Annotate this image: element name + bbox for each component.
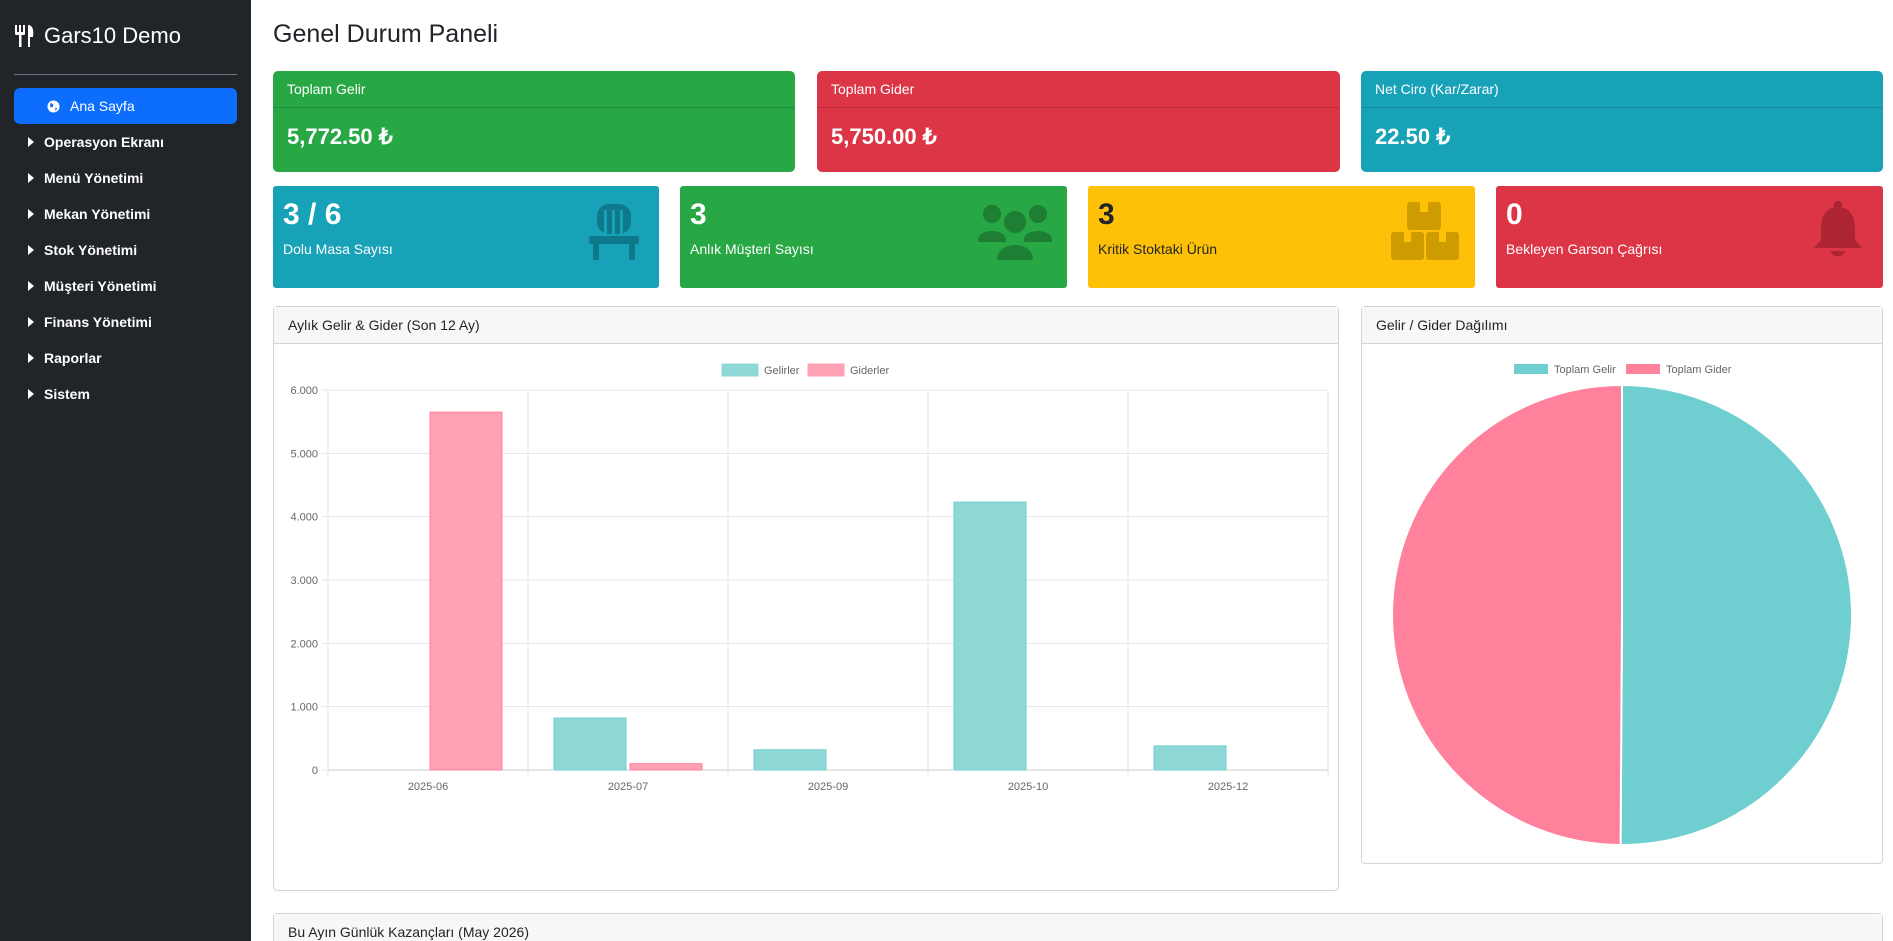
caret-right-icon — [28, 245, 34, 255]
x-tick-label: 2025-07 — [608, 781, 648, 793]
sidebar-item-raporlar[interactable]: Raporlar — [14, 340, 237, 376]
x-tick-label: 2025-06 — [408, 781, 448, 793]
sidebar-divider — [14, 74, 237, 75]
bar-expense — [629, 763, 703, 771]
utensils-icon — [15, 25, 34, 47]
net-card-header: Net Ciro (Kar/Zarar) — [1361, 71, 1883, 108]
legend-label: Giderler — [850, 365, 889, 377]
tables-stat-value: 3 / 6 — [283, 198, 342, 231]
legend-label: Toplam Gelir — [1554, 364, 1616, 376]
sidebar-item-label: Mekan Yönetimi — [44, 206, 151, 222]
sidebar-item-finans[interactable]: Finans Yönetimi — [14, 304, 237, 340]
caret-right-icon — [28, 137, 34, 147]
distribution-pie-chart: Toplam Gelir Toplam Gider — [1390, 364, 1853, 847]
bar-expense — [429, 411, 503, 771]
waiter-stat-label: Bekleyen Garson Çağrısı — [1506, 241, 1663, 257]
caret-right-icon — [28, 389, 34, 399]
legend-swatch — [1626, 364, 1660, 374]
customers-stat-label: Anlık Müşteri Sayısı — [690, 241, 814, 257]
brand-name: Gars10 Demo — [44, 23, 181, 48]
sidebar: Gars10 Demo Ana Sayfa Operasyon Ekranı M… — [0, 0, 251, 941]
income-value: 5,772.50 ₺ — [287, 124, 393, 149]
bell-icon — [1814, 201, 1862, 257]
x-tick-label: 2025-10 — [1008, 781, 1048, 793]
page-title: Genel Durum Paneli — [273, 20, 499, 48]
sidebar-item-musteri[interactable]: Müşteri Yönetimi — [14, 268, 237, 304]
monthly-chart-title: Aylık Gelir & Gider (Son 12 Ay) — [274, 307, 1338, 344]
daily-earnings-title: Bu Ayın Günlük Kazançları (May 2026) — [274, 914, 1882, 941]
bar-income — [1153, 745, 1227, 771]
users-icon — [978, 205, 1052, 260]
bar-income — [953, 501, 1027, 771]
income-card-header: Toplam Gelir — [273, 71, 795, 108]
customers-stat-card[interactable]: 3 Anlık Müşteri Sayısı — [680, 186, 1067, 288]
sidebar-item-sistem[interactable]: Sistem — [14, 376, 237, 412]
sidebar-item-ana-sayfa[interactable]: Ana Sayfa — [14, 88, 237, 124]
bar-income — [753, 749, 827, 771]
pie-slice-income — [1619, 383, 1853, 846]
stock-stat-value: 3 — [1098, 198, 1115, 231]
sidebar-item-stok[interactable]: Stok Yönetimi — [14, 232, 237, 268]
legend-swatch — [807, 363, 845, 377]
net-value: 22.50 ₺ — [1375, 124, 1451, 149]
caret-right-icon — [28, 317, 34, 327]
expense-value: 5,750.00 ₺ — [831, 124, 937, 149]
brand[interactable]: Gars10 Demo — [0, 0, 251, 58]
sidebar-item-label: Raporlar — [44, 350, 102, 366]
sidebar-item-label: Müşteri Yönetimi — [44, 278, 157, 294]
x-tick-label: 2025-12 — [1208, 781, 1248, 793]
sidebar-item-label: Operasyon Ekranı — [44, 134, 164, 150]
distribution-chart-title: Gelir / Gider Dağılımı — [1362, 307, 1882, 344]
monthly-bar-chart: Gelirler Giderler 0 1.000 2.000 3.000 4.000 5.0… — [290, 363, 1329, 793]
main-content: Genel Durum Paneli Toplam Gelir 5,772.50… — [251, 0, 1893, 941]
caret-right-icon — [28, 353, 34, 363]
sidebar-nav: Ana Sayfa Operasyon Ekranı Menü Yönetimi… — [0, 88, 251, 412]
y-tick-label: 4.000 — [290, 512, 318, 524]
sidebar-item-label: Stok Yönetimi — [44, 242, 138, 258]
sidebar-item-label: Finans Yönetimi — [44, 314, 152, 330]
y-tick-label: 0 — [312, 765, 318, 777]
legend-swatch — [721, 363, 759, 377]
waiter-stat-card[interactable]: 0 Bekleyen Garson Çağrısı — [1496, 186, 1883, 288]
distribution-chart-panel: Gelir / Gider Dağılımı Toplam Gelir Topla… — [1361, 306, 1883, 864]
income-card: Toplam Gelir 5,772.50 ₺ — [273, 71, 795, 172]
stock-stat-label: Kritik Stoktaki Ürün — [1098, 241, 1218, 257]
legend-swatch — [1514, 364, 1548, 374]
tables-stat-label: Dolu Masa Sayısı — [283, 241, 393, 257]
tables-stat-card[interactable]: 3 / 6 Dolu Masa Sayısı — [273, 186, 659, 288]
daily-earnings-panel: Bu Ayın Günlük Kazançları (May 2026) — [273, 913, 1883, 941]
x-tick-label: 2025-09 — [808, 781, 848, 793]
boxes-icon — [1391, 202, 1459, 260]
stock-stat-card[interactable]: 3 Kritik Stoktaki Ürün — [1088, 186, 1475, 288]
y-tick-label: 1.000 — [290, 702, 318, 714]
caret-right-icon — [28, 281, 34, 291]
y-tick-label: 2.000 — [290, 638, 318, 650]
table-icon — [589, 204, 639, 260]
pie-slice-expense — [1390, 383, 1623, 847]
caret-right-icon — [28, 173, 34, 183]
sidebar-item-menu[interactable]: Menü Yönetimi — [14, 160, 237, 196]
bar-income — [553, 717, 627, 771]
legend-label: Gelirler — [764, 365, 800, 377]
caret-right-icon — [28, 209, 34, 219]
legend-label: Toplam Gider — [1666, 364, 1732, 376]
net-card: Net Ciro (Kar/Zarar) 22.50 ₺ — [1361, 71, 1883, 172]
y-tick-label: 5.000 — [290, 448, 318, 460]
expense-card: Toplam Gider 5,750.00 ₺ — [817, 71, 1340, 172]
y-tick-label: 6.000 — [290, 385, 318, 397]
sidebar-item-mekan[interactable]: Mekan Yönetimi — [14, 196, 237, 232]
sidebar-item-label: Sistem — [44, 386, 90, 402]
sidebar-item-label: Menü Yönetimi — [44, 170, 144, 186]
expense-card-header: Toplam Gider — [817, 71, 1340, 108]
customers-stat-value: 3 — [690, 198, 707, 231]
waiter-stat-value: 0 — [1506, 198, 1523, 231]
globe-icon — [47, 99, 60, 113]
y-tick-label: 3.000 — [290, 575, 318, 587]
sidebar-item-operasyon[interactable]: Operasyon Ekranı — [14, 124, 237, 160]
monthly-chart-panel: Aylık Gelir & Gider (Son 12 Ay) Gelirler… — [273, 306, 1339, 891]
sidebar-item-label: Ana Sayfa — [70, 98, 135, 114]
